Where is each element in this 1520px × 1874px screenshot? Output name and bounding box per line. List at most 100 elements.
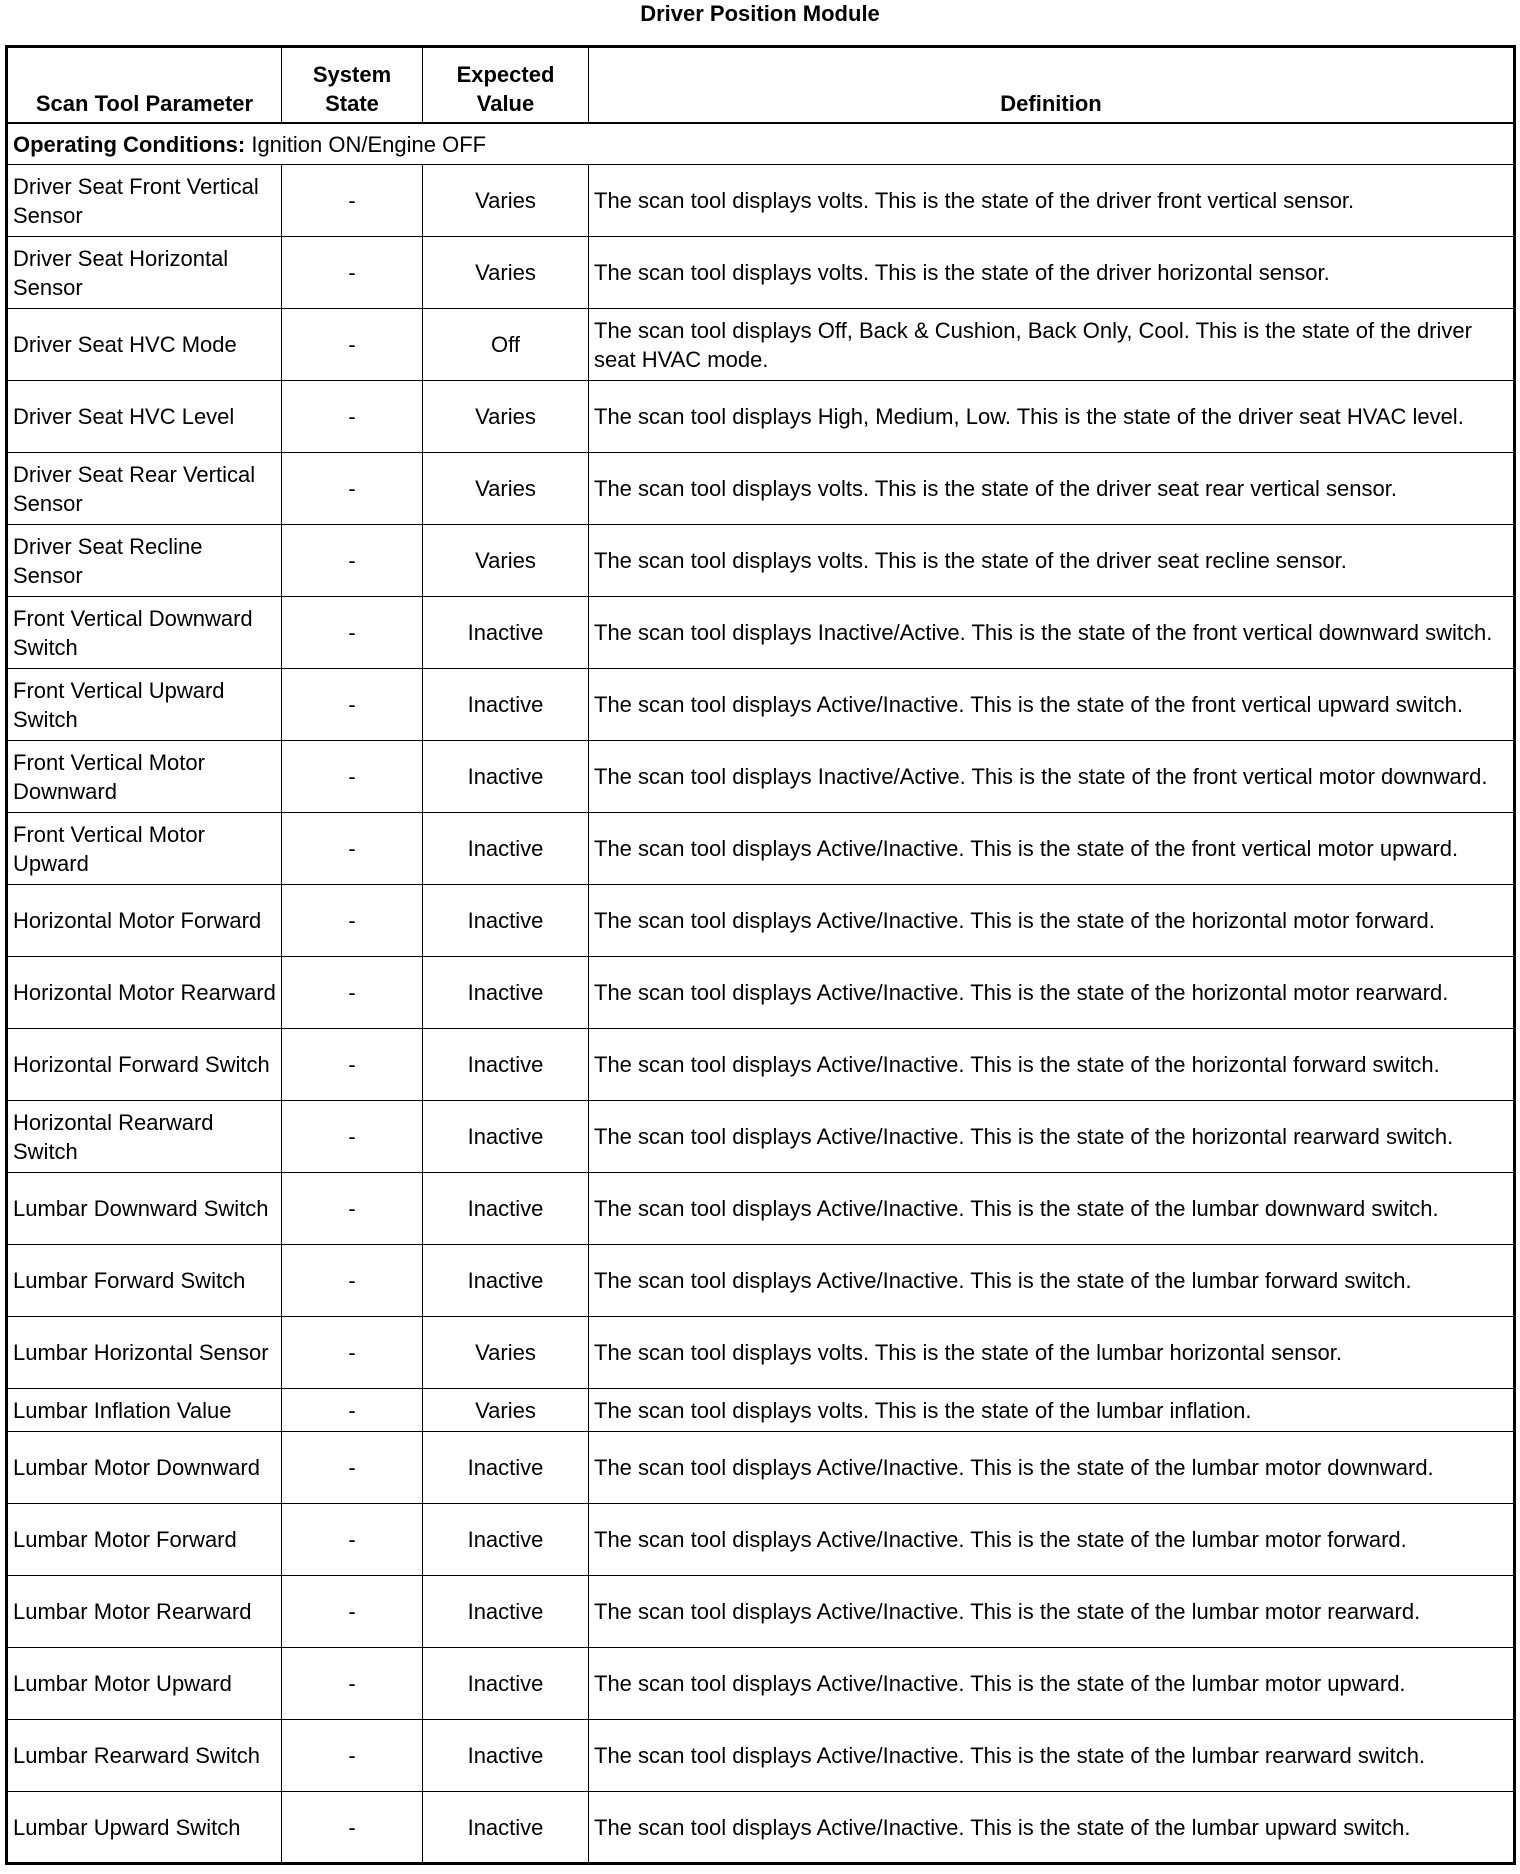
system-state-cell: - bbox=[281, 1388, 423, 1432]
parameter-cell: Horizontal Rearward Switch bbox=[6, 1100, 282, 1173]
definition-cell: The scan tool displays Active/Inactive. … bbox=[588, 812, 1515, 885]
parameter-cell: Driver Seat Recline Sensor bbox=[6, 524, 282, 597]
system-state-cell: - bbox=[281, 812, 423, 885]
definition-cell: The scan tool displays Active/Inactive. … bbox=[588, 1431, 1515, 1504]
expected-value-cell: Inactive bbox=[422, 1244, 589, 1317]
table-row: Front Vertical Motor Downward - Inactive Th… bbox=[6, 740, 1515, 813]
expected-value-cell: Inactive bbox=[422, 1028, 589, 1101]
expected-value-cell: Inactive bbox=[422, 884, 589, 957]
definition-cell: The scan tool displays Off, Back & Cushi… bbox=[588, 308, 1515, 381]
table-row: Horizontal Motor Rearward - Inactive The sc… bbox=[6, 956, 1515, 1029]
table-row: Lumbar Downward Switch - Inactive The scan … bbox=[6, 1172, 1515, 1245]
definition-cell: The scan tool displays volts. This is th… bbox=[588, 524, 1515, 597]
system-state-cell: - bbox=[281, 1791, 423, 1864]
table-row: Lumbar Upward Switch - Inactive The scan to… bbox=[6, 1791, 1515, 1864]
definition-cell: The scan tool displays volts. This is th… bbox=[588, 1316, 1515, 1389]
system-state-cell: - bbox=[281, 1244, 423, 1317]
header-definition: Definition bbox=[588, 46, 1515, 124]
definition-cell: The scan tool displays Inactive/Active. … bbox=[588, 740, 1515, 813]
table-row: Lumbar Motor Downward - Inactive The scan t… bbox=[6, 1431, 1515, 1504]
expected-value-cell: Inactive bbox=[422, 1503, 589, 1576]
definition-cell: The scan tool displays Active/Inactive. … bbox=[588, 1100, 1515, 1173]
definition-cell: The scan tool displays Active/Inactive. … bbox=[588, 1028, 1515, 1101]
header-system-state: System State bbox=[281, 46, 423, 124]
parameter-cell: Driver Seat Front Vertical Sensor bbox=[6, 164, 282, 237]
parameter-cell: Lumbar Motor Forward bbox=[6, 1503, 282, 1576]
system-state-cell: - bbox=[281, 1719, 423, 1792]
parameter-cell: Driver Seat HVC Level bbox=[6, 380, 282, 453]
conditions-label: Operating Conditions: bbox=[13, 131, 246, 157]
expected-value-cell: Inactive bbox=[422, 596, 589, 669]
table-row: Driver Seat Front Vertical Sensor - Varies… bbox=[6, 164, 1515, 237]
expected-value-cell: Varies bbox=[422, 524, 589, 597]
system-state-cell: - bbox=[281, 452, 423, 525]
expected-value-cell: Varies bbox=[422, 164, 589, 237]
parameter-cell: Lumbar Motor Downward bbox=[6, 1431, 282, 1504]
definition-cell: The scan tool displays Active/Inactive. … bbox=[588, 1791, 1515, 1864]
parameter-cell: Driver Seat HVC Mode bbox=[6, 308, 282, 381]
page-title: Driver Position Module bbox=[640, 1, 880, 26]
table-row: Lumbar Motor Forward - Inactive The scan to… bbox=[6, 1503, 1515, 1576]
table-row: Driver Seat HVC Mode - Off The scan tool di… bbox=[6, 308, 1515, 381]
expected-value-cell: Inactive bbox=[422, 1100, 589, 1173]
parameter-cell: Front Vertical Upward Switch bbox=[6, 668, 282, 741]
parameter-cell: Horizontal Forward Switch bbox=[6, 1028, 282, 1101]
header-expected-value: Expected Value bbox=[422, 46, 589, 124]
definition-cell: The scan tool displays Active/Inactive. … bbox=[588, 668, 1515, 741]
parameter-cell: Lumbar Downward Switch bbox=[6, 1172, 282, 1245]
system-state-cell: - bbox=[281, 1172, 423, 1245]
expected-value-cell: Inactive bbox=[422, 1575, 589, 1648]
parameter-cell: Lumbar Inflation Value bbox=[6, 1388, 282, 1432]
parameter-cell: Lumbar Motor Rearward bbox=[6, 1575, 282, 1648]
system-state-cell: - bbox=[281, 308, 423, 381]
parameter-cell: Front Vertical Motor Upward bbox=[6, 812, 282, 885]
definition-cell: The scan tool displays Active/Inactive. … bbox=[588, 956, 1515, 1029]
definition-cell: The scan tool displays High, Medium, Low… bbox=[588, 380, 1515, 453]
definition-cell: The scan tool displays volts. This is th… bbox=[588, 1388, 1515, 1432]
definition-cell: The scan tool displays Active/Inactive. … bbox=[588, 1244, 1515, 1317]
parameter-cell: Lumbar Rearward Switch bbox=[6, 1719, 282, 1792]
system-state-cell: - bbox=[281, 1431, 423, 1504]
expected-value-cell: Inactive bbox=[422, 812, 589, 885]
definition-cell: The scan tool displays volts. This is th… bbox=[588, 452, 1515, 525]
expected-value-cell: Inactive bbox=[422, 668, 589, 741]
parameter-cell: Lumbar Forward Switch bbox=[6, 1244, 282, 1317]
expected-value-cell: Inactive bbox=[422, 740, 589, 813]
system-state-cell: - bbox=[281, 740, 423, 813]
parameter-cell: Front Vertical Motor Downward bbox=[6, 740, 282, 813]
system-state-cell: - bbox=[281, 1503, 423, 1576]
system-state-cell: - bbox=[281, 524, 423, 597]
expected-value-cell: Varies bbox=[422, 1316, 589, 1389]
expected-value-cell: Inactive bbox=[422, 956, 589, 1029]
table-row: Horizontal Motor Forward - Inactive The sca… bbox=[6, 884, 1515, 957]
definition-cell: The scan tool displays Active/Inactive. … bbox=[588, 1719, 1515, 1792]
definition-cell: The scan tool displays Active/Inactive. … bbox=[588, 1172, 1515, 1245]
table-row: Front Vertical Downward Switch - Inactive T… bbox=[6, 596, 1515, 669]
definition-cell: The scan tool displays volts. This is th… bbox=[588, 164, 1515, 237]
operating-conditions-row: Operating Conditions: Ignition ON/Engine… bbox=[6, 122, 1515, 165]
parameter-cell: Driver Seat Horizontal Sensor bbox=[6, 236, 282, 309]
expected-value-cell: Off bbox=[422, 308, 589, 381]
definition-cell: The scan tool displays Inactive/Active. … bbox=[588, 596, 1515, 669]
expected-value-cell: Varies bbox=[422, 452, 589, 525]
expected-value-cell: Inactive bbox=[422, 1172, 589, 1245]
table-row: Driver Seat Recline Sensor - Varies The sca… bbox=[6, 524, 1515, 597]
expected-value-cell: Inactive bbox=[422, 1719, 589, 1792]
definition-cell: The scan tool displays Active/Inactive. … bbox=[588, 1503, 1515, 1576]
definition-cell: The scan tool displays volts. This is th… bbox=[588, 236, 1515, 309]
table-row: Front Vertical Motor Upward - Inactive The … bbox=[6, 812, 1515, 885]
expected-value-cell: Varies bbox=[422, 236, 589, 309]
table-row: Lumbar Inflation Value - Varies The scan to… bbox=[6, 1388, 1515, 1432]
definition-cell: The scan tool displays Active/Inactive. … bbox=[588, 884, 1515, 957]
system-state-cell: - bbox=[281, 380, 423, 453]
system-state-cell: - bbox=[281, 1647, 423, 1720]
system-state-cell: - bbox=[281, 1028, 423, 1101]
header-row: Scan Tool Parameter System State Expecte… bbox=[6, 46, 1515, 124]
system-state-cell: - bbox=[281, 956, 423, 1029]
parameter-cell: Lumbar Motor Upward bbox=[6, 1647, 282, 1720]
system-state-cell: - bbox=[281, 1575, 423, 1648]
parameter-cell: Lumbar Upward Switch bbox=[6, 1791, 282, 1864]
table-row: Lumbar Motor Rearward - Inactive The scan t… bbox=[6, 1575, 1515, 1648]
table-row: Lumbar Rearward Switch - Inactive The scan … bbox=[6, 1719, 1515, 1792]
definition-cell: The scan tool displays Active/Inactive. … bbox=[588, 1575, 1515, 1648]
